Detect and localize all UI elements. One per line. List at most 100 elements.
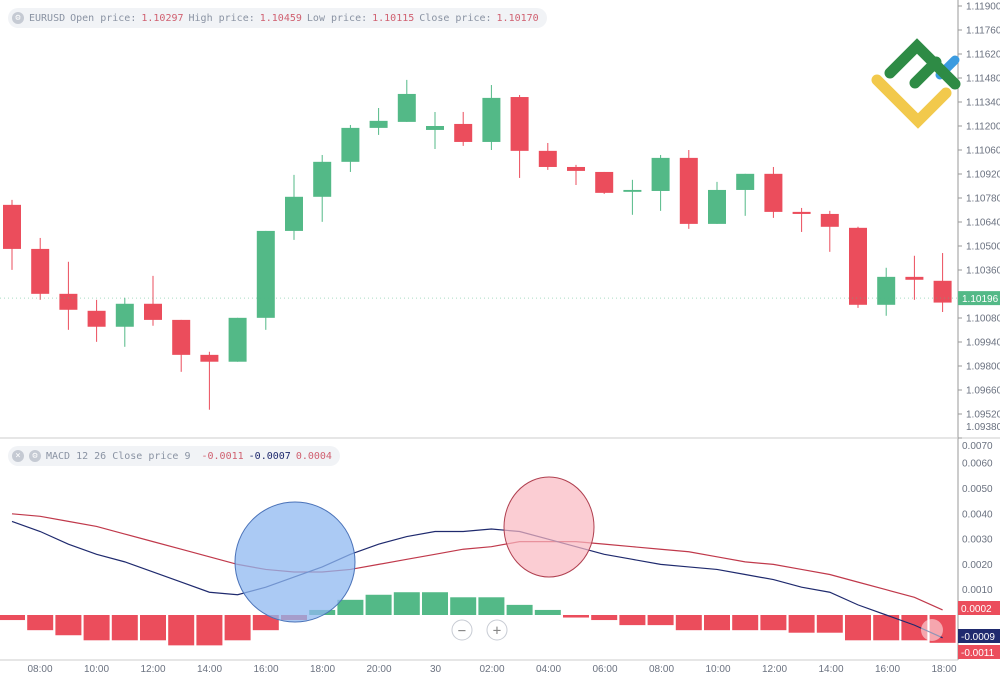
histogram-bar <box>478 597 505 615</box>
price-tick-label: 1.11060 <box>966 146 1000 157</box>
candle-body <box>454 123 473 142</box>
macd-tick-label: 0.0060 <box>962 459 993 470</box>
histogram-bar <box>393 592 420 615</box>
price-tick-label: 1.11620 <box>966 50 1000 61</box>
candle <box>595 171 614 194</box>
macd-value-tag <box>958 645 1000 659</box>
zoom-in-button[interactable]: + <box>486 619 508 641</box>
candle-body <box>567 166 585 171</box>
candle <box>877 267 896 316</box>
open-value: 1.10297 <box>141 12 184 24</box>
macd-value-tag <box>958 601 1000 615</box>
candle-body <box>172 319 191 355</box>
price-tick-label: 1.09660 <box>966 386 1000 397</box>
candle <box>426 111 444 149</box>
price-tick-label: 1.09380 <box>966 422 1000 433</box>
gear-icon[interactable]: ⚙ <box>12 12 24 24</box>
candle <box>397 79 416 122</box>
candle-body <box>792 211 811 214</box>
close-icon[interactable]: × <box>12 450 24 462</box>
candle <box>708 181 726 224</box>
histogram-bar <box>845 615 871 641</box>
price-tick-label: 1.09520 <box>966 410 1000 421</box>
candle-body <box>820 213 839 227</box>
candle <box>228 317 247 362</box>
time-label: 30 <box>430 664 442 675</box>
crosshair-cursor <box>921 619 943 641</box>
candle <box>651 154 670 211</box>
histogram-bar <box>27 615 54 631</box>
candle <box>482 85 501 151</box>
current-price-label: 1.10196 <box>962 294 999 305</box>
close-label: Close price: <box>419 12 492 24</box>
macd-line <box>11 520 943 639</box>
candle <box>59 261 78 330</box>
candle-body <box>200 354 219 362</box>
time-label: 12:00 <box>140 664 165 675</box>
candle-body <box>679 157 698 224</box>
gear-icon[interactable]: ⚙ <box>29 450 41 462</box>
brand-logo <box>871 38 961 129</box>
candle-body <box>849 227 867 305</box>
candle <box>736 173 755 216</box>
candle <box>820 210 839 252</box>
candle-body <box>397 93 416 122</box>
symbol-name: EURUSD <box>29 12 66 24</box>
histogram-bar <box>337 599 364 615</box>
candle <box>369 108 388 135</box>
histogram-bar <box>83 615 110 641</box>
candle <box>679 150 698 229</box>
candle <box>764 166 783 218</box>
price-tick-label: 1.10920 <box>966 170 1000 181</box>
highlight-circle-crossover-up <box>234 501 356 623</box>
symbol-legend: ⚙ EURUSD Open price: 1.10297 High price: 1… <box>8 8 547 28</box>
time-label: 18:00 <box>931 664 956 675</box>
histogram-bar <box>563 615 589 618</box>
candle <box>313 154 332 222</box>
time-label: 14:00 <box>197 664 222 675</box>
price-tick-label: 1.11760 <box>966 26 1000 37</box>
svg-text:−: − <box>458 623 466 639</box>
candle-body <box>31 248 50 294</box>
price-tick-label: 1.09800 <box>966 362 1000 373</box>
candle <box>933 253 952 313</box>
candle <box>538 142 557 170</box>
macd-value: -0.0007 <box>248 450 291 462</box>
time-label: 10:00 <box>84 664 109 675</box>
candle <box>792 207 811 232</box>
histogram-bar <box>252 615 279 631</box>
signal-value: 0.0004 <box>295 450 332 462</box>
histogram-bar <box>873 615 900 641</box>
price-tick-label: 1.11900 <box>966 2 1000 13</box>
candle-body <box>623 189 642 192</box>
candle <box>623 179 642 215</box>
macd-value-tag <box>958 629 1000 643</box>
candle-body <box>510 97 529 151</box>
time-label: 16:00 <box>253 664 278 675</box>
highlight-circle-crossover-down <box>503 476 595 578</box>
candle-body <box>87 310 106 327</box>
histogram-bar <box>55 615 82 636</box>
candle-body <box>482 97 501 142</box>
candle <box>510 94 529 178</box>
histogram-bar <box>704 615 730 631</box>
price-tick-label: 1.11200 <box>966 122 1000 133</box>
candle-body <box>736 173 755 190</box>
macd-tick-label: 0.0050 <box>962 484 993 495</box>
zoom-out-button[interactable]: − <box>451 619 473 641</box>
open-label: Open price: <box>70 12 137 24</box>
price-tick-label: 1.10500 <box>966 242 1000 253</box>
histogram-bar <box>647 615 674 626</box>
candle <box>905 255 924 300</box>
low-label: Low price: <box>306 12 368 24</box>
macd-value-tag-label: -0.0011 <box>961 648 995 659</box>
candle <box>285 174 303 240</box>
time-label: 08:00 <box>27 664 52 675</box>
candle <box>256 230 275 330</box>
macd-legend: × ⚙ MACD 12 26 Close price 9 -0.0011 -0.… <box>8 446 340 466</box>
current-price-tag <box>958 291 1000 306</box>
candle <box>115 297 134 347</box>
time-label: 10:00 <box>705 664 730 675</box>
price-tick-label: 1.11480 <box>966 74 1000 85</box>
